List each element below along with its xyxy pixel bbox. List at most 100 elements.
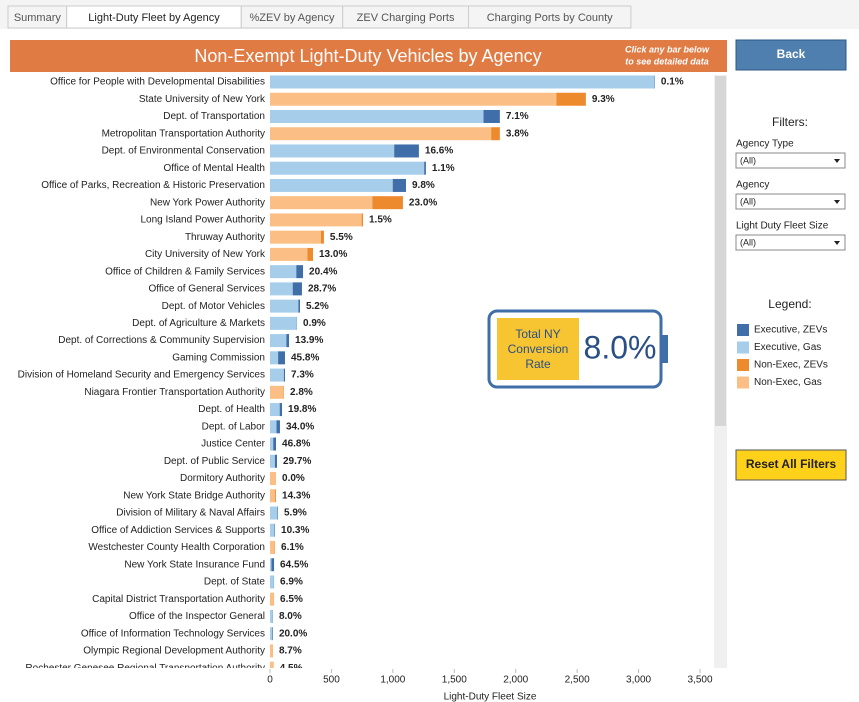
category-label: Office of Parks, Recreation & Historic P… <box>41 180 265 191</box>
scroll-thumb[interactable] <box>715 76 726 426</box>
filter-label: Light Duty Fleet Size <box>736 221 829 232</box>
tab-label[interactable]: Charging Ports by County <box>487 12 613 24</box>
bar-segment[interactable] <box>271 558 275 572</box>
bar-segment[interactable] <box>298 299 300 313</box>
dropdown-value[interactable]: (All) <box>740 196 756 206</box>
bar-segment[interactable] <box>270 351 279 365</box>
tab-label[interactable]: Summary <box>14 12 62 24</box>
bar-segment[interactable] <box>270 403 280 417</box>
bar-segment[interactable] <box>270 75 655 89</box>
bar-segment[interactable] <box>270 299 299 313</box>
x-axis-title: Light-Duty Fleet Size <box>444 692 537 702</box>
bar-segment[interactable] <box>283 368 285 382</box>
category-label: Office of the Inspector General <box>129 611 265 622</box>
dropdown-arrow[interactable] <box>834 200 840 204</box>
bar-segment[interactable] <box>270 247 308 261</box>
bar-segment[interactable] <box>270 127 492 141</box>
bar-segment[interactable] <box>372 196 403 210</box>
bar-segment[interactable] <box>272 627 273 641</box>
bar-segment[interactable] <box>270 230 321 244</box>
bar-segment[interactable] <box>292 282 302 296</box>
reset-button[interactable] <box>735 449 847 481</box>
dropdown-arrow[interactable] <box>834 241 840 245</box>
bar-segment[interactable] <box>270 523 275 537</box>
kpi-value: 8.0% <box>584 329 657 365</box>
bar-segment[interactable] <box>270 161 425 175</box>
category-label: Dept. of Transportation <box>163 111 265 122</box>
bar-segment[interactable] <box>556 92 586 106</box>
bar-segment[interactable] <box>270 627 273 641</box>
bar-segment[interactable] <box>307 247 313 261</box>
dropdown-value[interactable]: (All) <box>740 237 756 247</box>
category-label: City University of New York <box>145 249 266 260</box>
bar-segment[interactable] <box>270 385 284 399</box>
bar-segment[interactable] <box>361 213 364 227</box>
bar-segment[interactable] <box>270 558 272 572</box>
dropdown-value[interactable]: (All) <box>740 155 756 165</box>
bar-segment[interactable] <box>270 109 484 123</box>
share-label: 7.3% <box>291 370 314 381</box>
bar-segment[interactable] <box>270 644 273 658</box>
bar-segment[interactable] <box>296 265 304 279</box>
tab-label[interactable]: Light-Duty Fleet by Agency <box>88 12 220 24</box>
bar-segment[interactable] <box>270 178 393 192</box>
bar-segment[interactable] <box>275 489 277 503</box>
bar-segment[interactable] <box>270 420 277 434</box>
back-button[interactable] <box>735 39 847 71</box>
x-tick-label: 2,500 <box>565 675 590 686</box>
bar-segment[interactable] <box>270 92 557 106</box>
reset-label[interactable]: Reset All Filters <box>746 457 837 471</box>
category-label: Dormitory Authority <box>180 473 265 484</box>
bar-segment[interactable] <box>270 661 274 675</box>
bar-segment[interactable] <box>270 213 362 227</box>
category-label: Dept. of Public Service <box>164 456 266 467</box>
category-label: Dept. of State <box>204 577 266 588</box>
filter-label: Agency Type <box>736 139 794 150</box>
bar-segment[interactable] <box>270 472 277 486</box>
bar-segment[interactable] <box>278 351 285 365</box>
bar-segment[interactable] <box>270 282 293 296</box>
dropdown[interactable] <box>735 234 846 251</box>
bar-segment[interactable] <box>270 437 274 451</box>
dropdown-arrow[interactable] <box>834 159 840 163</box>
category-label: Dept. of Health <box>198 404 265 415</box>
bar-segment[interactable] <box>392 178 407 192</box>
bar-segment[interactable] <box>483 109 500 123</box>
bar-segment[interactable] <box>270 489 276 503</box>
bar-segment[interactable] <box>270 609 273 623</box>
bar-segment[interactable] <box>270 196 373 210</box>
share-label: 45.8% <box>291 352 319 363</box>
category-label: Dept. of Agriculture & Markets <box>132 318 265 329</box>
bar-segment[interactable] <box>491 127 500 141</box>
bar-segment[interactable] <box>270 506 278 520</box>
bar-segment[interactable] <box>270 540 275 554</box>
share-label: 0.0% <box>282 473 305 484</box>
back-label[interactable]: Back <box>777 47 806 61</box>
tab-label[interactable]: ZEV Charging Ports <box>357 12 455 24</box>
tab-label[interactable]: %ZEV by Agency <box>250 12 335 24</box>
x-tick-label: 1,000 <box>380 675 405 686</box>
category-label: Dept. of Motor Vehicles <box>162 301 265 312</box>
bar-segment[interactable] <box>274 454 278 468</box>
bar-segment[interactable] <box>276 420 280 434</box>
bar-segment[interactable] <box>270 334 287 348</box>
bar-segment[interactable] <box>320 230 324 244</box>
tab[interactable] <box>468 5 632 29</box>
title-bar <box>10 40 727 72</box>
share-label: 16.6% <box>425 146 453 157</box>
bar-segment[interactable] <box>270 265 297 279</box>
bar-segment[interactable] <box>270 368 284 382</box>
bar-segment[interactable] <box>270 592 274 606</box>
bar-segment[interactable] <box>424 161 426 175</box>
dropdown[interactable] <box>735 193 846 210</box>
bar-segment[interactable] <box>270 316 297 330</box>
bar-segment[interactable] <box>270 575 274 589</box>
bar-segment[interactable] <box>279 403 283 417</box>
bar-segment[interactable] <box>270 454 275 468</box>
bar-segment[interactable] <box>394 144 419 158</box>
dropdown[interactable] <box>735 152 846 169</box>
bar-segment[interactable] <box>270 144 395 158</box>
x-tick-label: 3,000 <box>626 675 651 686</box>
bar-segment[interactable] <box>286 334 290 348</box>
bar-segment[interactable] <box>273 437 277 451</box>
